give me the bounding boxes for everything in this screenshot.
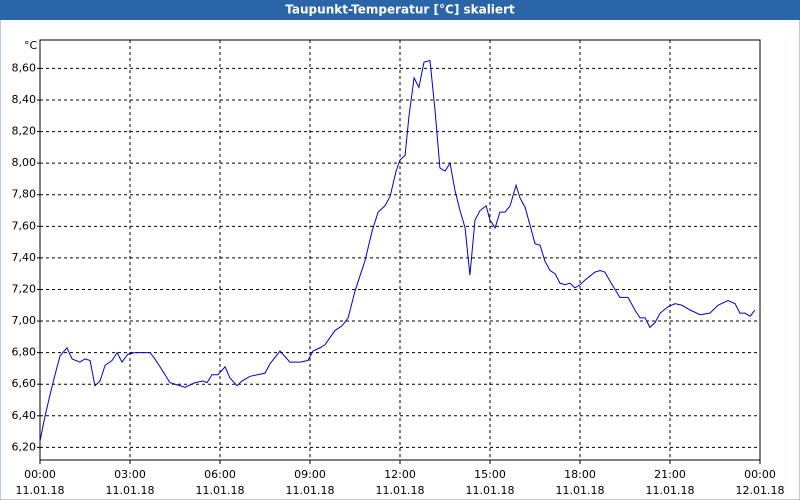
y-tick-label: 8,20 — [12, 125, 37, 138]
y-tick-label: 7,00 — [12, 314, 37, 327]
x-tick-date: 11.01.18 — [196, 484, 245, 497]
y-tick-label: 7,40 — [12, 251, 37, 264]
x-tick-label: 09:00 — [294, 468, 326, 481]
y-unit-label: °C — [24, 39, 38, 52]
y-tick-label: 6,40 — [12, 409, 37, 422]
x-tick-date: 12.01.18 — [736, 484, 785, 497]
x-tick-date: 11.01.18 — [466, 484, 515, 497]
x-tick-date: 11.01.18 — [376, 484, 425, 497]
x-tick-label: 06:00 — [204, 468, 236, 481]
x-tick-date: 11.01.18 — [556, 484, 605, 497]
y-tick-label: 8,00 — [12, 156, 37, 169]
chart-title: Taupunkt-Temperatur [°C] skaliert — [285, 3, 515, 17]
x-tick-label: 00:00 — [744, 468, 776, 481]
plot-frame — [39, 39, 761, 461]
y-tick-label: 7,20 — [12, 282, 37, 295]
y-tick-label: 6,60 — [12, 377, 37, 390]
x-tick-label: 18:00 — [564, 468, 596, 481]
x-tick-label: 00:00 — [24, 468, 56, 481]
y-tick-label: 8,40 — [12, 93, 37, 106]
x-tick-label: 03:00 — [114, 468, 146, 481]
data-line — [39, 59, 756, 442]
x-tick-label: 12:00 — [384, 468, 416, 481]
x-tick-label: 21:00 — [654, 468, 686, 481]
y-tick-label: 7,60 — [12, 219, 37, 232]
x-tick-date: 11.01.18 — [286, 484, 335, 497]
x-tick-label: 15:00 — [474, 468, 506, 481]
title-bar — [0, 0, 800, 20]
x-tick-date: 11.01.18 — [646, 484, 695, 497]
y-tick-label: 8,60 — [12, 61, 37, 74]
x-tick-date: 11.01.18 — [106, 484, 155, 497]
y-tick-label: 7,80 — [12, 188, 37, 201]
y-tick-label: 6,20 — [12, 440, 37, 453]
x-tick-date: 11.01.18 — [16, 484, 65, 497]
y-tick-label: 6,80 — [12, 346, 37, 359]
